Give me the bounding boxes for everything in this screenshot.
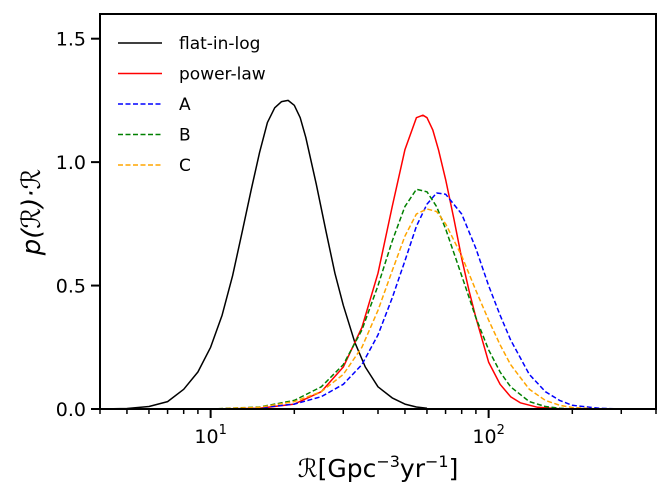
y-tick-label: 1.5 (56, 29, 86, 51)
series-line-b (210, 188, 573, 410)
x-axis-label-exp2: −1 (425, 452, 449, 471)
legend-label-b: B (179, 126, 191, 146)
series-line-flat-in-log (99, 99, 428, 410)
x-axis-label: ℛ[Gpc−3yr−1] (298, 452, 459, 483)
x-tick-label: 101 (194, 423, 226, 448)
x-tick-label-base: 10 (194, 426, 218, 448)
series-line-c (210, 208, 600, 410)
legend-label-a: A (179, 95, 191, 115)
series-line-power-law (210, 114, 573, 410)
x-axis-label-units: [Gpc (318, 454, 377, 483)
x-axis-label-close: ] (449, 454, 459, 483)
legend-label-flat-in-log: flat-in-log (179, 34, 260, 54)
y-axis-label: p(ℛ)·ℛ (17, 169, 47, 257)
x-tick-label-exp: 2 (497, 423, 505, 438)
legend-label-power-law: power-law (179, 65, 266, 85)
x-axis-label-exp1: −3 (376, 452, 400, 471)
legend: flat-in-log power-law ABC (118, 34, 266, 176)
x-axis-label-symbol: ℛ (298, 454, 318, 483)
y-tick-label: 0.0 (56, 399, 86, 421)
x-tick-label-exp: 1 (219, 423, 227, 438)
x-tick-label-base: 10 (472, 426, 496, 448)
legend-label-c: C (179, 156, 191, 176)
y-tick-label: 0.5 (56, 276, 86, 298)
y-tick-label: 1.0 (56, 152, 86, 174)
series-layer (99, 99, 622, 410)
x-axis-label-mid: yr (400, 454, 426, 483)
x-tick-label: 102 (472, 423, 504, 448)
series-line-a (210, 192, 622, 410)
